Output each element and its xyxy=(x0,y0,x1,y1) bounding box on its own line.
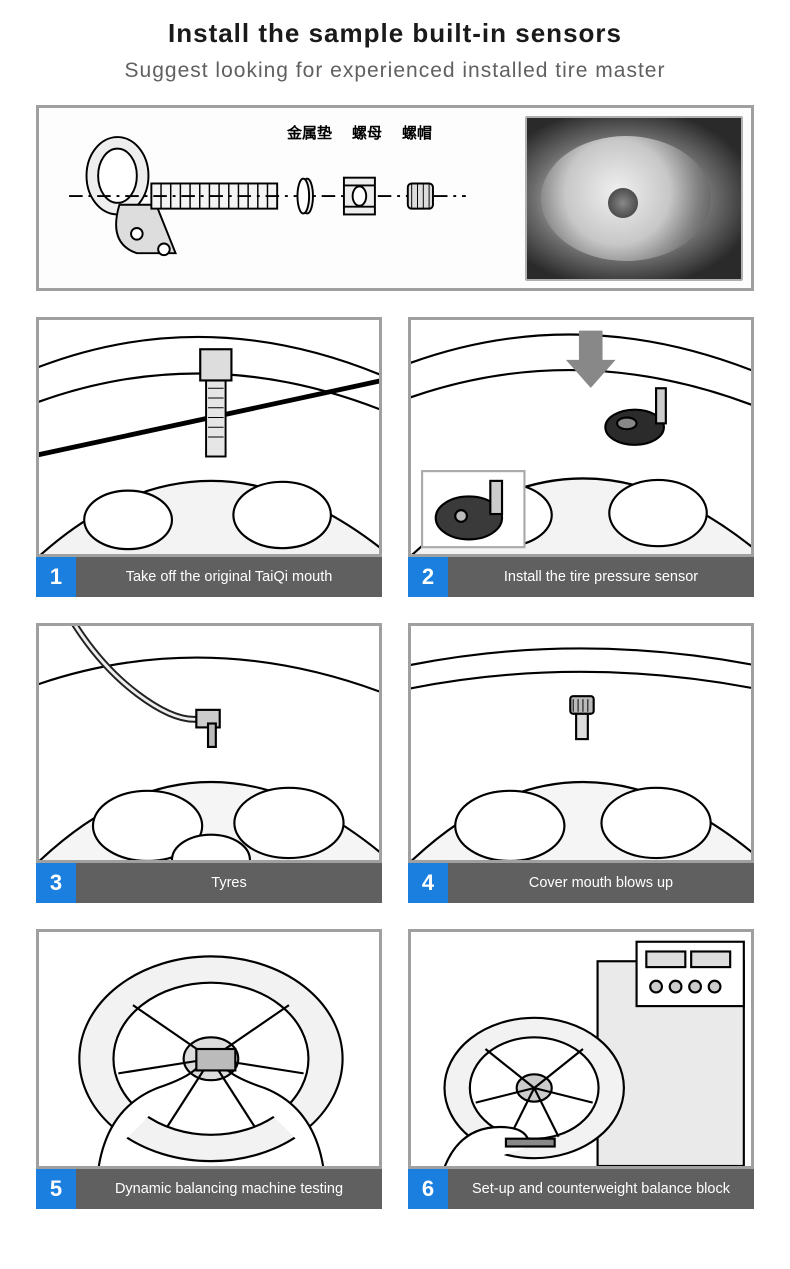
step-3-number: 3 xyxy=(36,863,76,903)
step-6-illustration xyxy=(408,929,754,1169)
step-1: 1 Take off the original TaiQi mouth xyxy=(36,317,382,597)
step-1-text: Take off the original TaiQi mouth xyxy=(76,557,382,597)
step-3-caption: 3 Tyres xyxy=(36,863,382,903)
hero-exploded-diagram: 金属垫 螺母 螺帽 xyxy=(39,108,525,288)
step-3-text: Tyres xyxy=(76,863,382,903)
page-title: Install the sample built-in sensors xyxy=(36,18,754,49)
page-container: Install the sample built-in sensors Sugg… xyxy=(0,0,790,1209)
step-4-illustration xyxy=(408,623,754,863)
step-6: 6 Set-up and counterweight balance block xyxy=(408,929,754,1209)
page-subtitle: Suggest looking for experienced installe… xyxy=(36,59,754,83)
step-2-illustration xyxy=(408,317,754,557)
step-2-number: 2 xyxy=(408,557,448,597)
hero-panel: 金属垫 螺母 螺帽 xyxy=(36,105,754,291)
step-1-illustration xyxy=(36,317,382,557)
step-3-illustration xyxy=(36,623,382,863)
step-2-caption: 2 Install the tire pressure sensor xyxy=(408,557,754,597)
step-2-text: Install the tire pressure sensor xyxy=(448,557,754,597)
steps-grid: 1 Take off the original TaiQi mouth xyxy=(36,317,754,1209)
sensor-exploded-svg xyxy=(39,108,525,288)
step-5-illustration xyxy=(36,929,382,1169)
step-5-number: 5 xyxy=(36,1169,76,1209)
step-4-caption: 4 Cover mouth blows up xyxy=(408,863,754,903)
hero-wheel-photo xyxy=(525,116,743,281)
step-5-text: Dynamic balancing machine testing xyxy=(76,1169,382,1209)
step-5: 5 Dynamic balancing machine testing xyxy=(36,929,382,1209)
step-2: 2 Install the tire pressure sensor xyxy=(408,317,754,597)
step-6-text: Set-up and counterweight balance block xyxy=(448,1169,754,1209)
step-1-number: 1 xyxy=(36,557,76,597)
step-4: 4 Cover mouth blows up xyxy=(408,623,754,903)
step-6-number: 6 xyxy=(408,1169,448,1209)
step-6-caption: 6 Set-up and counterweight balance block xyxy=(408,1169,754,1209)
step-4-text: Cover mouth blows up xyxy=(448,863,754,903)
step-3: 3 Tyres xyxy=(36,623,382,903)
step-5-caption: 5 Dynamic balancing machine testing xyxy=(36,1169,382,1209)
step-1-caption: 1 Take off the original TaiQi mouth xyxy=(36,557,382,597)
step-4-number: 4 xyxy=(408,863,448,903)
